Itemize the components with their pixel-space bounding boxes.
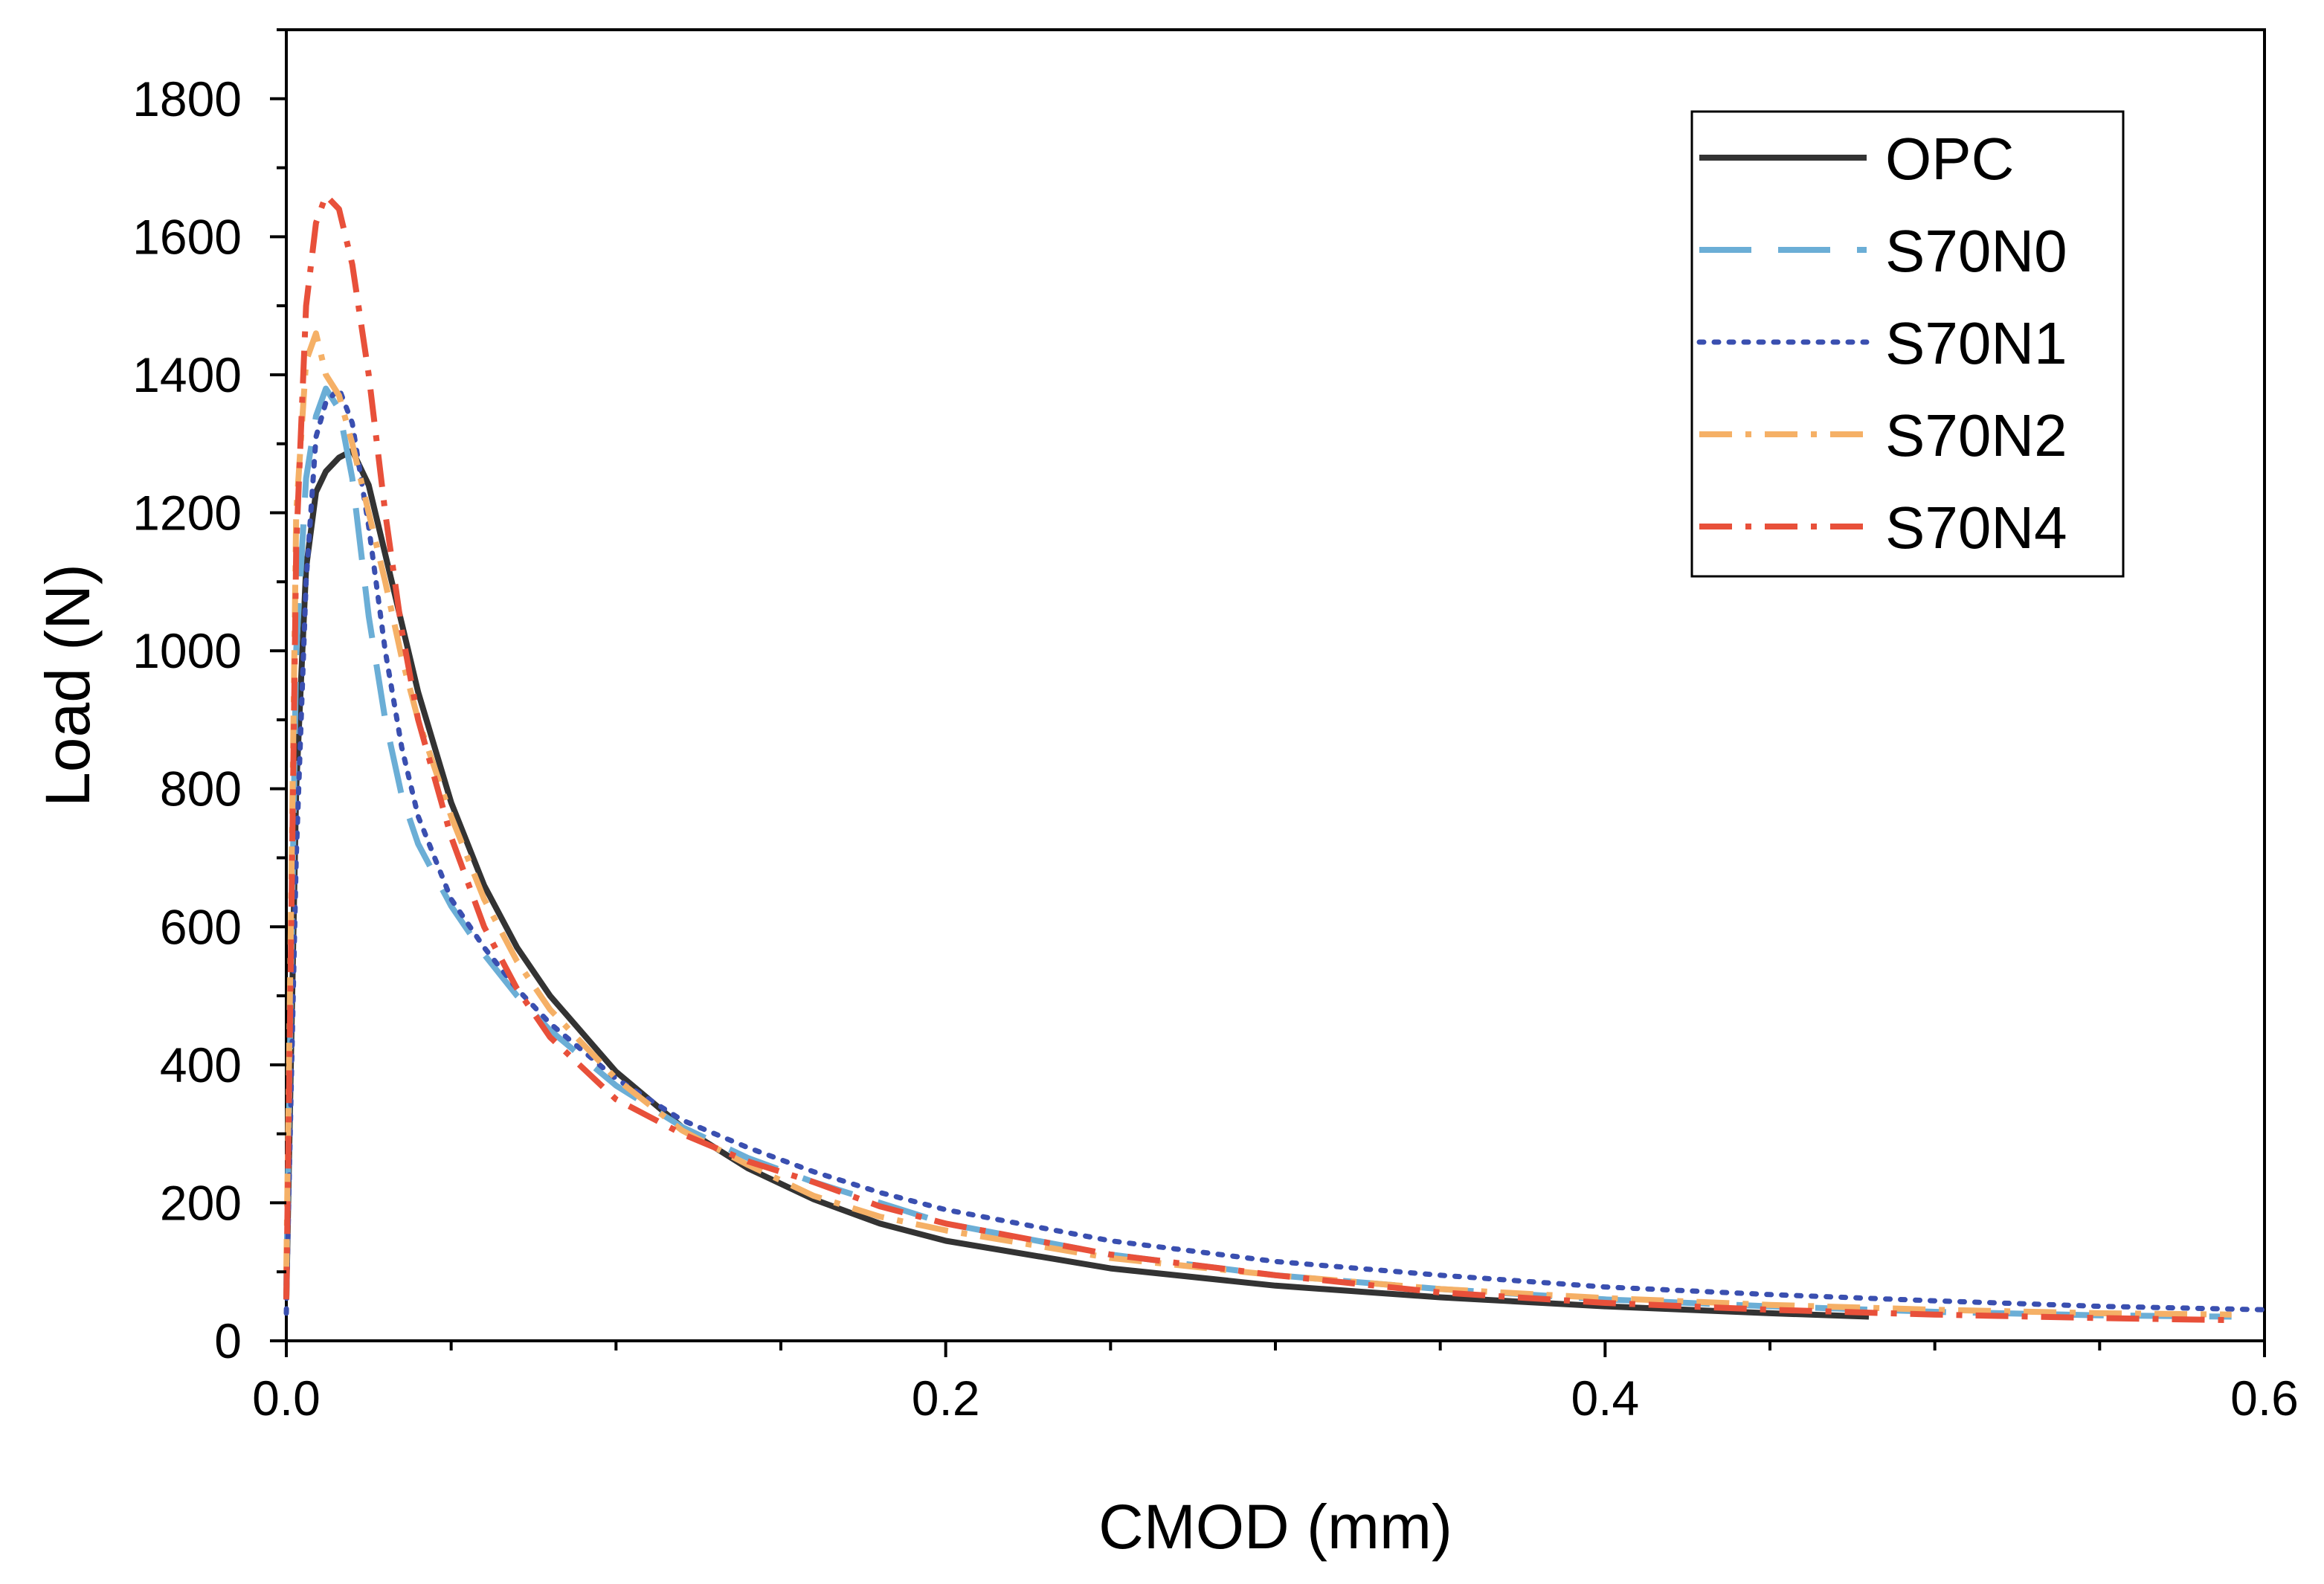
series-line-s70n0 [283,385,2232,1320]
y-tick-label: 1600 [132,209,242,264]
y-tick-label: 600 [160,899,242,954]
x-tick-label: 0.4 [1571,1371,1639,1426]
x-axis-title: CMOD (mm) [1098,1492,1452,1562]
series-line-opc [283,448,1870,1320]
legend-label-opc: OPC [1885,126,2014,192]
x-tick-label: 0.0 [252,1371,321,1426]
x-tick-label: 0.2 [912,1371,980,1426]
y-tick-label: 200 [160,1175,242,1230]
legend-label-s70n0: S70N0 [1885,218,2067,284]
y-tick-label: 400 [160,1037,242,1092]
series-line-s70n2 [283,330,2232,1318]
y-axis-title: Load (N) [33,564,103,807]
x-tick-label: 0.6 [2230,1371,2299,1426]
legend-label-s70n4: S70N4 [1885,495,2067,561]
legend-label-s70n1: S70N1 [1885,310,2067,376]
x-axis: 0.0 0.2 0.4 0.6 [252,1341,2299,1426]
series-layer [283,192,2267,1324]
y-tick-label: 1200 [132,486,242,541]
y-tick-label: 1400 [132,347,242,402]
y-tick-label: 0 [214,1313,242,1368]
legend-label-s70n2: S70N2 [1885,402,2067,469]
legend: OPC S70N0 S70N1 S70N2 S70N4 [1690,110,2125,578]
y-tick-label: 800 [160,762,242,817]
y-tick-label: 1000 [132,623,242,678]
y-axis: 0 200 400 600 800 1000 1200 1400 1600 1800 [132,28,286,1368]
y-tick-label: 1800 [132,71,242,126]
series-line-s70n4 [283,192,2232,1324]
